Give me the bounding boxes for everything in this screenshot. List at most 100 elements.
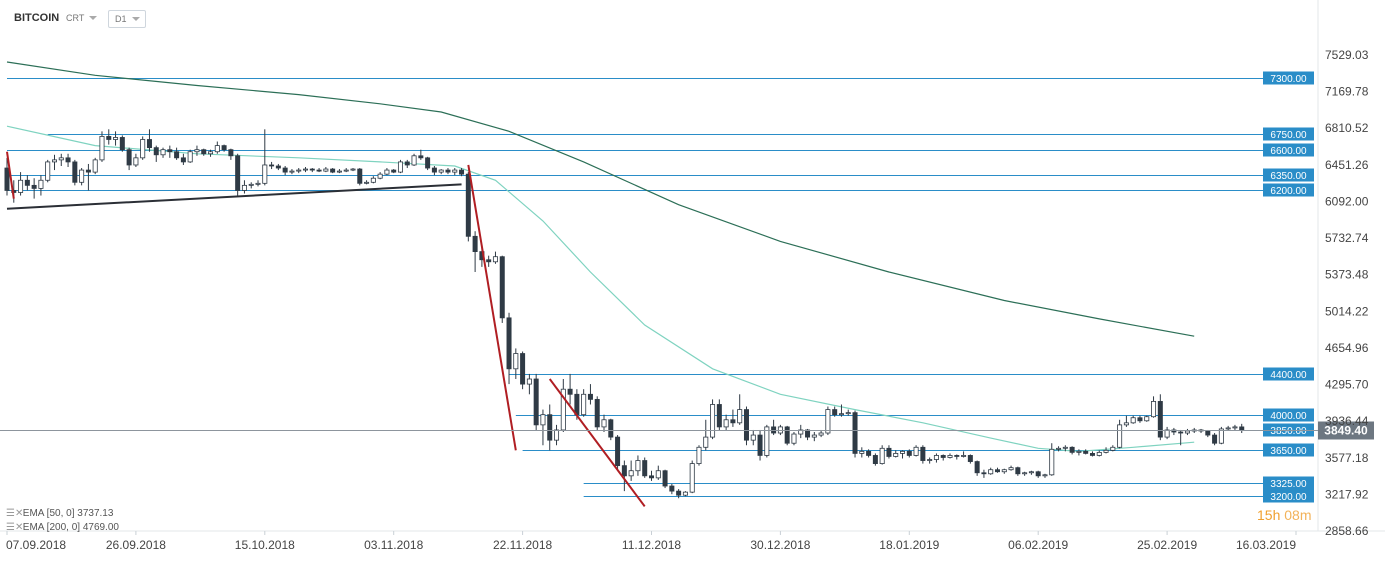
legend-ema200[interactable]: ☰✕ EMA [200, 0] 4769.00 <box>6 522 119 533</box>
candle <box>228 148 234 160</box>
trendline[interactable] <box>467 164 517 451</box>
candle <box>852 410 858 458</box>
candle-body <box>859 450 865 454</box>
y-tick-label: 5373.48 <box>1325 268 1369 282</box>
candle <box>438 169 444 175</box>
candle-body <box>1028 471 1034 474</box>
candle <box>201 148 207 156</box>
level-label[interactable]: 6350.00 <box>1270 171 1307 182</box>
candle-body <box>51 159 57 163</box>
candle-countdown: 15h 08m <box>1257 507 1311 523</box>
candle-body <box>174 151 180 159</box>
candle-body <box>642 460 648 477</box>
candle-body <box>445 169 451 173</box>
chart-type-dropdown[interactable]: CRT <box>60 10 103 26</box>
level-label[interactable]: 6750.00 <box>1270 130 1307 141</box>
candle <box>988 467 994 475</box>
interval-dropdown[interactable]: D1 <box>108 10 146 28</box>
candle-body <box>309 168 315 171</box>
level-label-bg <box>1263 168 1314 182</box>
interval-label: D1 <box>115 14 127 24</box>
candle <box>187 149 193 163</box>
candle <box>459 168 465 177</box>
candle <box>1157 394 1163 441</box>
level-label[interactable]: 4000.00 <box>1270 411 1307 422</box>
level-label[interactable]: 4400.00 <box>1270 370 1307 381</box>
candle <box>1069 446 1075 455</box>
candle <box>554 424 560 446</box>
candle <box>1103 447 1109 454</box>
trendline[interactable] <box>6 183 462 210</box>
level-label[interactable]: 6200.00 <box>1270 186 1307 197</box>
candle <box>343 168 349 173</box>
candle <box>418 149 424 160</box>
candle <box>323 167 329 173</box>
candle-body <box>886 447 892 457</box>
level-label[interactable]: 7300.00 <box>1270 74 1307 85</box>
candle-body <box>1130 417 1136 424</box>
candle <box>296 168 302 174</box>
candle <box>730 409 736 427</box>
candle-body <box>974 461 980 474</box>
candles <box>4 129 1245 499</box>
candle-body <box>350 168 356 171</box>
candle-body <box>492 256 498 263</box>
countdown-hours: 15h <box>1257 507 1281 523</box>
trendline[interactable] <box>6 151 15 199</box>
legend-ema200-text: EMA [200, 0] 4769.00 <box>22 522 119 533</box>
candle-body <box>221 145 227 151</box>
level-label[interactable]: 3850.00 <box>1270 426 1307 437</box>
candle <box>1062 445 1068 452</box>
y-tick-label: 4295.70 <box>1325 378 1369 392</box>
candle <box>1035 470 1041 478</box>
candle-body <box>608 419 614 438</box>
candle-body <box>241 184 247 191</box>
candle-body <box>818 432 824 436</box>
ema-lines <box>6 61 1195 453</box>
candle <box>594 396 600 430</box>
level-label[interactable]: 3650.00 <box>1270 446 1307 457</box>
candle <box>160 147 166 158</box>
candle <box>927 457 933 464</box>
candle-body <box>1232 426 1238 429</box>
candle <box>79 168 85 186</box>
legend-ema50[interactable]: ☰✕ EMA [50, 0] 3737.13 <box>6 508 113 519</box>
candle <box>1056 446 1062 452</box>
candle-body <box>648 475 655 479</box>
x-tick-label: 30.12.2018 <box>750 538 810 552</box>
candle <box>1130 415 1136 424</box>
candle <box>18 172 24 196</box>
level-label[interactable]: 3200.00 <box>1270 492 1307 503</box>
trendline[interactable] <box>548 378 646 508</box>
candle-body <box>933 455 939 460</box>
candle-body <box>31 184 37 189</box>
candle <box>397 159 403 174</box>
candle-body <box>1218 428 1224 444</box>
horizontal-levels[interactable]: 7300.00 6750.00 6600.00 6350.00 6200.00 4400.… <box>7 71 1314 504</box>
candle <box>214 141 220 154</box>
candle-body <box>940 455 946 458</box>
candle-body <box>1178 431 1184 434</box>
candle <box>791 432 797 446</box>
x-tick-label: 11.12.2018 <box>622 538 681 552</box>
time-axis: 07.09.2018 26.09.2018 15.10.2018 03.11.2018… <box>6 531 1297 552</box>
candle <box>364 180 370 185</box>
candle-body <box>906 450 912 456</box>
candle-body <box>126 149 132 166</box>
candle <box>1178 429 1184 446</box>
level-label[interactable]: 3325.00 <box>1270 479 1307 490</box>
candle-body <box>228 149 234 157</box>
candle-body <box>303 168 309 171</box>
level-label-bg <box>1263 408 1314 422</box>
level-label[interactable]: 6600.00 <box>1270 146 1307 157</box>
candle <box>710 399 716 440</box>
candle <box>1022 471 1028 476</box>
candle <box>513 348 519 380</box>
candle <box>282 165 288 176</box>
candle-body <box>581 393 587 416</box>
candle-body <box>737 409 743 424</box>
level-label-bg <box>1263 489 1314 503</box>
candle <box>180 153 186 165</box>
trendlines[interactable] <box>6 151 646 508</box>
